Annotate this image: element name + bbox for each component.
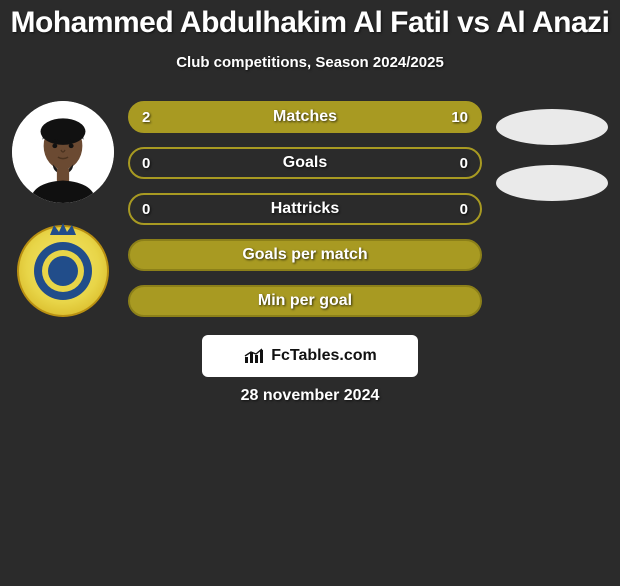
stat-value-right: 0 xyxy=(460,201,468,218)
stat-label: Goals xyxy=(283,154,327,172)
player-avatar xyxy=(12,101,114,203)
stat-value-left: 2 xyxy=(142,109,150,126)
watermark-text: FcTables.com xyxy=(271,347,377,365)
badge-globe xyxy=(48,256,78,286)
main-row: 2 Matches 10 0 Goals 0 0 Hattricks 0 Goals per ma… xyxy=(8,101,612,317)
stat-bars: 2 Matches 10 0 Goals 0 0 Hattricks 0 Goals per ma… xyxy=(128,101,482,317)
chart-icon xyxy=(243,347,265,365)
placeholder-oval xyxy=(496,109,608,145)
stat-bar: Min per goal xyxy=(128,285,482,317)
placeholder-oval xyxy=(496,165,608,201)
snapshot-date: 28 november 2024 xyxy=(8,387,612,405)
left-column xyxy=(8,101,118,317)
stat-bar: 0 Goals 0 xyxy=(128,147,482,179)
stat-value-left: 0 xyxy=(142,155,150,172)
stat-bar: 0 Hattricks 0 xyxy=(128,193,482,225)
stat-left-fill xyxy=(130,103,188,131)
stat-label: Matches xyxy=(273,108,337,126)
right-column xyxy=(492,101,612,201)
page-title: Mohammed Abdulhakim Al Fatil vs Al Anazi xyxy=(8,6,612,40)
stat-value-right: 10 xyxy=(451,109,468,126)
stat-value-left: 0 xyxy=(142,201,150,218)
badge-inner2 xyxy=(42,250,84,292)
stat-label: Goals per match xyxy=(242,246,367,264)
page-subtitle: Club competitions, Season 2024/2025 xyxy=(8,54,612,71)
stat-label: Hattricks xyxy=(271,200,339,218)
badge-inner xyxy=(34,242,92,300)
stat-bar: Goals per match xyxy=(128,239,482,271)
club-badge xyxy=(17,225,109,317)
stat-label: Min per goal xyxy=(258,292,352,310)
stat-bar: 2 Matches 10 xyxy=(128,101,482,133)
stat-value-right: 0 xyxy=(460,155,468,172)
comparison-card: Mohammed Abdulhakim Al Fatil vs Al Anazi… xyxy=(0,6,620,405)
watermark: FcTables.com xyxy=(202,335,418,377)
